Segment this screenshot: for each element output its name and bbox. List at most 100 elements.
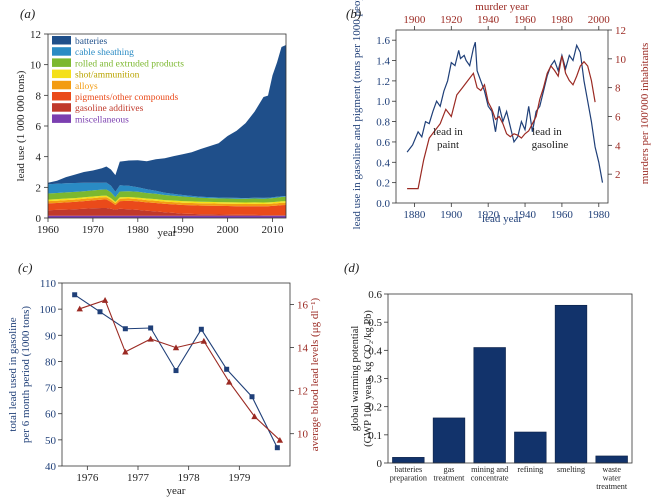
marker-blood-lead <box>147 335 154 342</box>
y-tick-label: 80 <box>45 356 57 368</box>
line-lead-use <box>406 42 604 183</box>
y-tick-label: 10 <box>30 60 42 72</box>
legend-swatch <box>52 103 71 112</box>
x-category-label: treatment <box>596 482 628 491</box>
legend-label: shot/ammunition <box>75 71 140 81</box>
marker-blood-lead <box>76 305 83 312</box>
panel-a: 1960 1970 1980 1990 2000 2010 0 2 4 6 8 10 12 year lea… <box>15 6 287 239</box>
bar <box>473 347 506 464</box>
line-murders <box>407 55 596 190</box>
y-tick-label: 70 <box>45 383 57 395</box>
x-tick-label: 1980 <box>127 224 150 236</box>
x2-tick-label: 1980 <box>551 14 574 26</box>
y-axis-label-line2: (GWP 100 years, kg CO₂/kg Pb) <box>363 310 374 447</box>
marker-blood-lead <box>200 337 208 344</box>
x-tick-label: 1960 <box>551 209 574 221</box>
y-tick-label: 60 <box>45 409 57 421</box>
y-tick-label: 0 <box>377 458 383 470</box>
x-tick-label: 1976 <box>76 472 99 484</box>
area-shot-ammunition <box>48 195 286 204</box>
y-tick-label: 1.6 <box>376 35 390 47</box>
annotation-lead-in-paint-2: paint <box>437 139 459 151</box>
x-category-label: water <box>603 474 621 483</box>
x-category-label: preparation <box>390 474 427 483</box>
y2-axis-label: average blood lead levels (μg dl⁻¹) <box>309 297 321 451</box>
x-tick-label: 1970 <box>82 224 105 236</box>
marker-lead-gasoline <box>72 292 78 298</box>
area-rolled-and-extruded-products <box>48 189 286 203</box>
y2-tick-label: 12 <box>615 25 626 37</box>
legend-swatch <box>52 58 71 67</box>
bar <box>432 417 466 464</box>
y2-tick-label: 14 <box>297 343 309 355</box>
x-tick-label: 2000 <box>217 224 240 236</box>
y-tick-label: 0.0 <box>376 198 390 210</box>
y-tick-label: 40 <box>45 461 57 473</box>
panel-b: 1880 1900 1920 1940 1960 1980 1900 1920 1940 1960… <box>346 0 651 229</box>
x-tick-label: 1980 <box>588 209 611 221</box>
y-tick-label: 0 <box>36 213 42 225</box>
y2-tick-label: 6 <box>615 112 621 124</box>
y-tick-label: 4 <box>36 152 42 164</box>
marker-blood-lead <box>251 413 258 420</box>
y2-tick-label: 16 <box>297 300 309 312</box>
legend-label: gasoline additives <box>75 104 144 114</box>
x-category-label: waste <box>602 465 621 474</box>
area-cable-sheathing <box>48 182 286 199</box>
x-axis-label: lead year <box>482 213 522 225</box>
marker-lead-gasoline <box>173 368 179 374</box>
x2-tick-label: 1920 <box>440 14 463 26</box>
y-axis-label: lead use (1 000 000 tons) <box>15 70 27 181</box>
annotation-lead-in-paint-1: lead in <box>433 126 463 138</box>
legend-label: pigments/other compounds <box>75 93 178 103</box>
marker-blood-lead <box>226 378 233 385</box>
y2-tick-label: 2 <box>615 169 621 181</box>
bar <box>554 304 588 464</box>
legend-label: alloys <box>75 82 98 92</box>
marker-blood-lead <box>172 344 180 351</box>
legend-swatch <box>52 80 71 90</box>
y-tick-label: 0.3 <box>368 374 382 386</box>
bar <box>514 431 547 464</box>
x-tick-label: 1978 <box>178 472 201 484</box>
x-category-label: treatment <box>434 474 466 483</box>
marker-lead-gasoline <box>274 445 280 451</box>
annotation-lead-in-gasoline-2: gasoline <box>532 139 569 151</box>
plot-frame <box>387 293 633 464</box>
y2-axis-label: murders per 100'000 inhabitants <box>639 43 651 185</box>
x2-tick-label: 1900 <box>403 14 426 26</box>
bar <box>595 455 628 464</box>
panel-label: (d) <box>344 260 359 275</box>
y-tick-label: 90 <box>45 330 57 342</box>
x-tick-label: 1990 <box>172 224 195 236</box>
legend-swatch <box>52 69 71 79</box>
y-tick-label: 100 <box>40 304 57 316</box>
y-tick-label: 1.2 <box>376 76 390 88</box>
x-tick-label: 1940 <box>514 209 537 221</box>
y-tick-label: 0.6 <box>376 137 390 149</box>
area-pigments-other-compounds <box>48 199 286 216</box>
y-tick-label: 0.5 <box>368 317 382 329</box>
y-tick-label: 8 <box>36 90 42 102</box>
area-miscellaneous <box>48 215 286 218</box>
y-axis-label-line1: global warming potential <box>350 326 361 432</box>
x-tick-label: 1900 <box>440 209 463 221</box>
marker-lead-gasoline <box>148 325 154 331</box>
x2-axis-label: murder year <box>475 1 529 13</box>
x-tick-label: 1920 <box>477 209 500 221</box>
x-tick-label: 1960 <box>37 224 60 236</box>
x-axis-label: year <box>167 485 186 497</box>
legend-label: cable sheathing <box>75 48 134 58</box>
bar <box>392 457 425 464</box>
legend-label: batteries <box>75 37 107 47</box>
legend-swatch <box>52 92 71 101</box>
marker-lead-gasoline <box>198 326 204 332</box>
annotation-lead-in-gasoline-1: lead in <box>532 126 562 138</box>
y-tick-label: 0.6 <box>368 289 382 301</box>
legend-swatch <box>52 36 71 45</box>
legend-label: miscellaneous <box>75 115 129 125</box>
y-tick-label: 110 <box>40 278 57 290</box>
y-axis-label: lead use in gasoline and pigment (tons p… <box>351 0 363 229</box>
